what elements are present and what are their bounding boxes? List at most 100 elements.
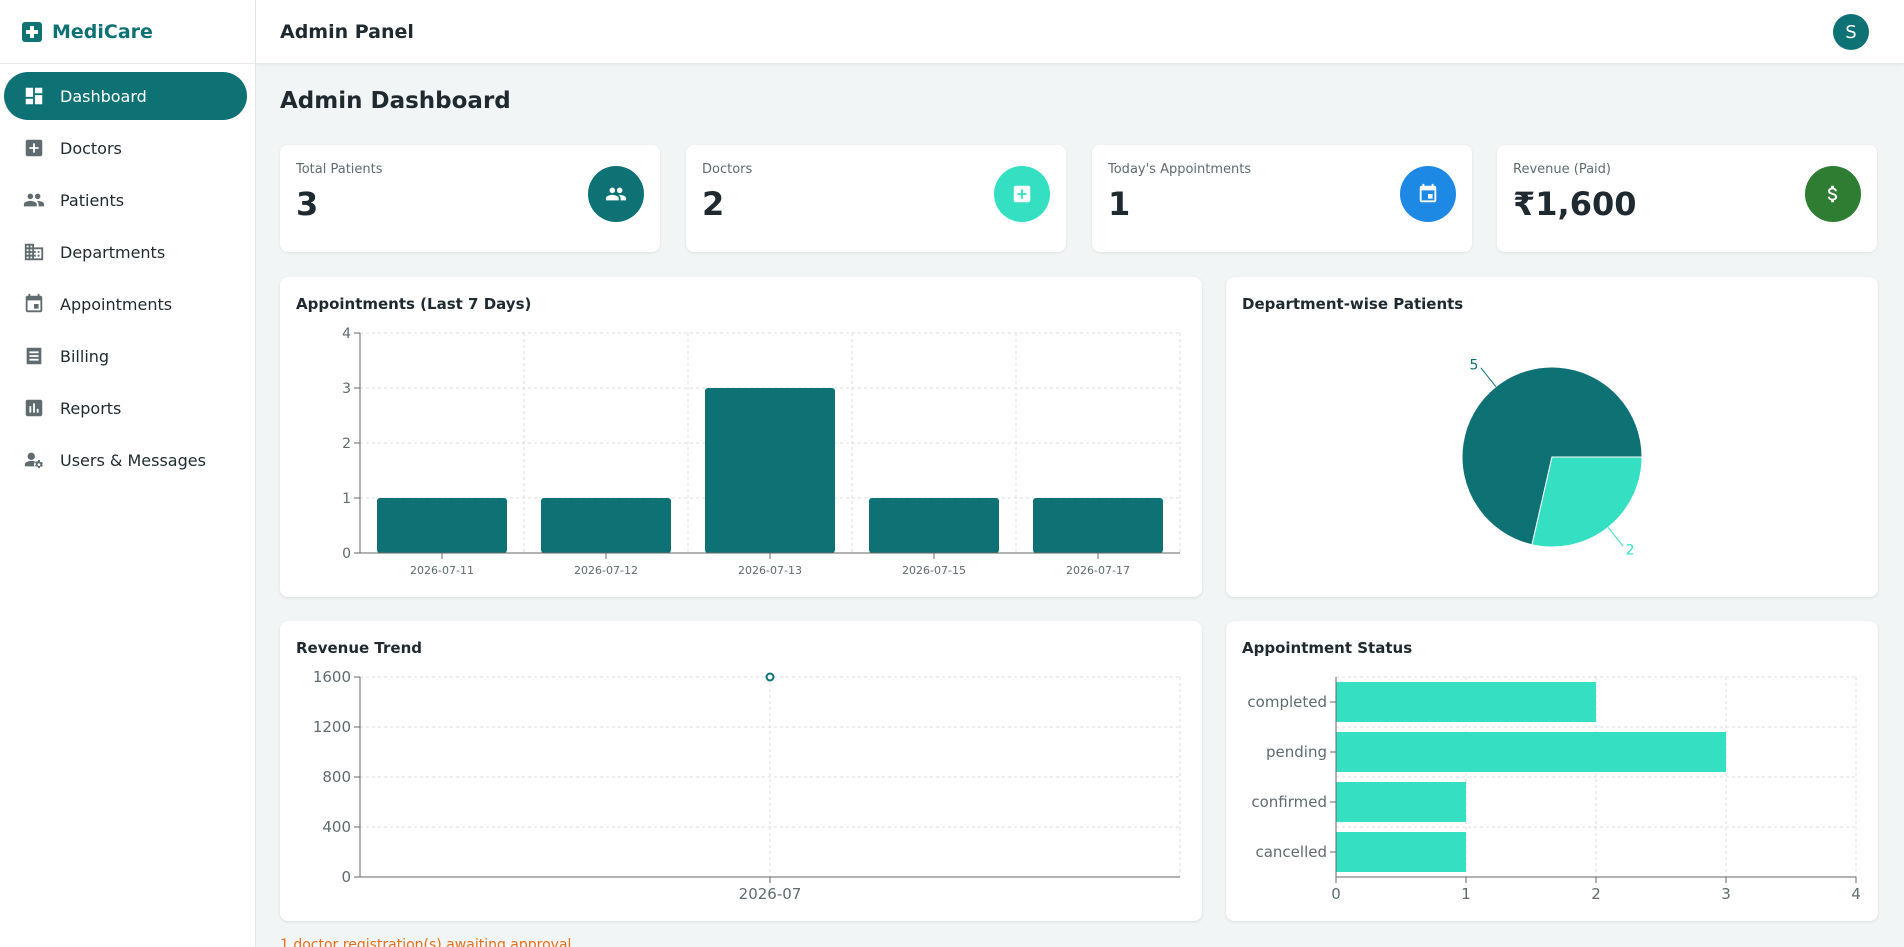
department-pie-chart: 52: [1461, 358, 1643, 558]
bar: [1336, 732, 1726, 772]
data-point: [765, 672, 775, 682]
pie-label-leader: [1607, 527, 1624, 547]
top-bar: Admin Panel S: [256, 0, 1904, 64]
x-tick-label: 0: [1331, 885, 1341, 903]
status-bar-chart: 0 1 2 3 4 completed pending confirmed cancelled: [1247, 676, 1861, 903]
calendar-icon: [1400, 166, 1456, 222]
bar: [869, 498, 999, 553]
sidebar-item-billing[interactable]: Billing: [4, 332, 247, 380]
stat-card-revenue: Revenue (Paid) ₹1,600: [1497, 145, 1877, 252]
x-tick-label: 2: [1591, 885, 1601, 903]
sidebar-item-label: Reports: [60, 398, 122, 418]
y-tick-label: 2: [342, 436, 351, 452]
sidebar-item-reports[interactable]: Reports: [4, 384, 247, 432]
bar: [1033, 498, 1163, 553]
user-settings-icon: [22, 448, 46, 472]
x-tick-label: 2026-07-13: [738, 564, 802, 577]
stat-label: Revenue (Paid): [1513, 162, 1611, 177]
bar: [377, 498, 507, 553]
stat-card-total-patients: Total Patients 3: [280, 145, 660, 252]
status-chart-panel: Appointment Status 0 1 2 3 4 completed pending…: [1226, 621, 1878, 921]
chart-title: Revenue Trend: [296, 639, 422, 657]
people-icon: [22, 188, 46, 212]
chart-title: Department-wise Patients: [1242, 295, 1464, 313]
stat-card-todays-appointments: Today's Appointments 1: [1092, 145, 1472, 252]
y-tick-label: 0: [342, 546, 351, 562]
stat-label: Total Patients: [296, 162, 383, 177]
chart-title: Appointment Status: [1242, 639, 1413, 657]
pending-approval-notice[interactable]: 1 doctor registration(s) awaiting approv…: [280, 937, 572, 947]
sidebar-item-doctors[interactable]: Doctors: [4, 124, 247, 172]
app-title: Admin Panel: [280, 20, 414, 43]
revenue-line-chart: 0 400 800 1200 1600 2026-07: [313, 668, 1181, 903]
medical-plus-icon: [22, 136, 46, 160]
dollar-icon: [1805, 166, 1861, 222]
building-icon: [22, 240, 46, 264]
x-tick-label: 1: [1461, 885, 1471, 903]
y-tick-label: 1200: [313, 718, 351, 736]
sidebar-item-users-messages[interactable]: Users & Messages: [4, 436, 247, 484]
y-tick-label: cancelled: [1255, 843, 1327, 861]
sidebar-item-label: Doctors: [60, 138, 122, 158]
page-title: Admin Dashboard: [280, 88, 511, 114]
y-tick-label: completed: [1247, 693, 1327, 711]
appointments-bar-chart: 0 1 2 3 4 2026-07-11 2026-07-12 2026-07-13 2026-…: [342, 326, 1181, 577]
stat-value: 1: [1108, 185, 1131, 223]
y-tick-label: pending: [1266, 743, 1327, 761]
pie-slice-label: 5: [1470, 358, 1479, 374]
y-tick-label: 800: [322, 768, 351, 786]
x-tick-label: 3: [1721, 885, 1731, 903]
sidebar-item-label: Departments: [60, 242, 166, 262]
sidebar-nav: Dashboard Doctors Patients Departments A…: [0, 64, 255, 484]
bar: [705, 388, 835, 553]
x-tick-label: 4: [1851, 885, 1861, 903]
sidebar-item-departments[interactable]: Departments: [4, 228, 247, 276]
x-tick-label: 2026-07: [739, 885, 802, 903]
sidebar-item-dashboard[interactable]: Dashboard: [4, 72, 247, 120]
x-tick-label: 2026-07-17: [1066, 564, 1130, 577]
sidebar-item-label: Users & Messages: [60, 450, 206, 470]
y-tick-label: confirmed: [1251, 793, 1327, 811]
stat-card-doctors: Doctors 2: [686, 145, 1066, 252]
y-tick-label: 3: [342, 381, 351, 397]
bar: [1336, 782, 1466, 822]
sidebar-item-label: Billing: [60, 346, 110, 366]
bar: [1336, 832, 1466, 872]
y-tick-label: 1600: [313, 668, 351, 686]
avatar[interactable]: S: [1833, 14, 1869, 50]
medical-plus-icon: [994, 166, 1050, 222]
bar: [1336, 682, 1596, 722]
x-tick-label: 2026-07-11: [410, 564, 474, 577]
sidebar: MediCare Dashboard Doctors Patients Depa…: [0, 0, 256, 947]
sidebar-item-label: Appointments: [60, 294, 173, 314]
revenue-chart-panel: Revenue Trend 0 400 800 1200 1600 2026-07: [280, 621, 1202, 921]
x-tick-label: 2026-07-12: [574, 564, 638, 577]
bar: [541, 498, 671, 553]
stat-label: Doctors: [702, 162, 753, 177]
brand[interactable]: MediCare: [0, 0, 255, 64]
pie-slice-label: 2: [1626, 542, 1635, 558]
bar-chart-icon: [22, 396, 46, 420]
stat-value: 2: [702, 185, 725, 223]
pie-slice: [1531, 456, 1643, 548]
stat-label: Today's Appointments: [1108, 162, 1252, 177]
sidebar-item-appointments[interactable]: Appointments: [4, 280, 247, 328]
stat-value: ₹1,600: [1513, 185, 1637, 223]
sidebar-item-patients[interactable]: Patients: [4, 176, 247, 224]
pie-label-leader: [1480, 367, 1497, 387]
medical-plus-icon: [22, 21, 42, 42]
sidebar-item-label: Dashboard: [60, 86, 147, 106]
brand-name: MediCare: [52, 20, 153, 43]
stat-value: 3: [296, 185, 319, 223]
people-icon: [588, 166, 644, 222]
chart-title: Appointments (Last 7 Days): [296, 295, 532, 313]
y-tick-label: 400: [322, 818, 351, 836]
dashboard-icon: [22, 84, 46, 108]
sidebar-item-label: Patients: [60, 190, 125, 210]
y-tick-label: 0: [341, 868, 351, 886]
receipt-icon: [22, 344, 46, 368]
y-tick-label: 4: [342, 326, 351, 342]
y-tick-label: 1: [342, 491, 351, 507]
calendar-icon: [22, 292, 46, 316]
